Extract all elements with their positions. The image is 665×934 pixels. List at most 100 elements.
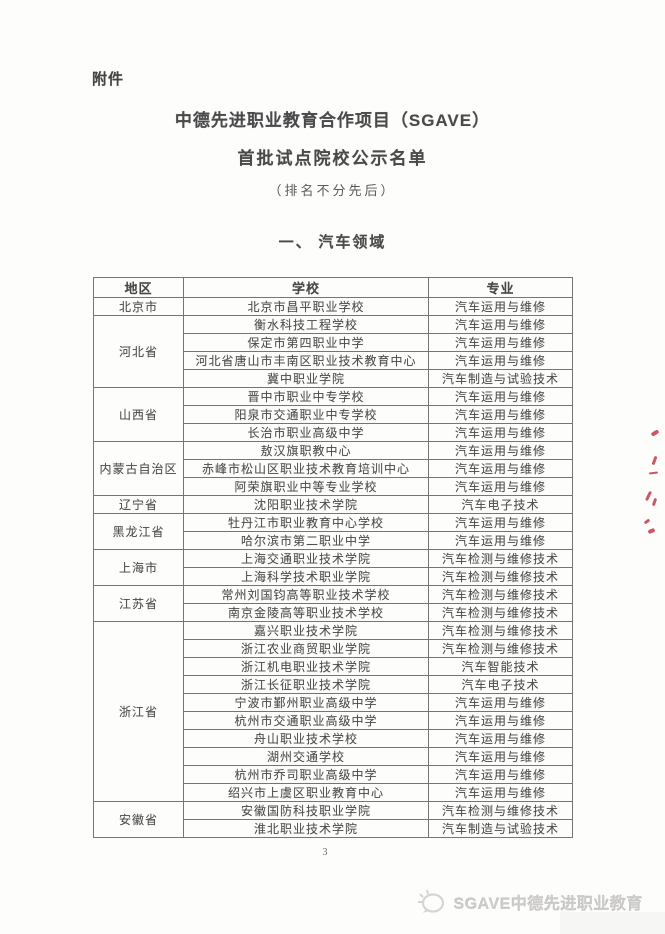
major-cell: 汽车制造与试验技术 (428, 819, 573, 838)
major-cell: 汽车运用与维修 (428, 441, 573, 460)
major-cell: 汽车运用与维修 (428, 729, 573, 748)
header-major: 专业 (428, 277, 573, 298)
table-row: 杭州市乔司职业高级中学 汽车运用与维修 (94, 765, 573, 784)
school-cell: 舟山职业技术学校 (183, 729, 429, 748)
school-table: 地区 学校 专业 北京市 北京市昌平职业学校 汽车运用与维修 河北省 衡水科技工程学校汽… (93, 277, 573, 838)
section-heading-automotive: 一、 汽车领域 (278, 235, 387, 251)
major-cell: 汽车运用与维修 (428, 513, 573, 532)
major-cell: 汽车运用与维修 (428, 459, 573, 478)
table-row: 安徽省 安徽国防科技职业学院 汽车检测与维修技术 (93, 801, 573, 838)
table-row: 辽宁省 沈阳职业技术学院 汽车电子技术 (93, 495, 573, 514)
school-cell: 南京金陵高等职业技术学校 (183, 603, 429, 622)
major-cell: 汽车运用与维修 (428, 315, 573, 334)
table-row: 长治市职业高级中学 汽车运用与维修 (94, 423, 573, 442)
table-row: 湖州交通学校 汽车运用与维修 (94, 747, 573, 766)
school-cell: 浙江长征职业技术学院 (183, 675, 429, 694)
school-cell: 湖州交通学校 (183, 747, 429, 766)
table-row: 浙江机电职业技术学院 汽车智能技术 (94, 657, 573, 676)
school-cell: 嘉兴职业技术学院 (183, 621, 429, 640)
major-cell: 汽车检测与维修技术 (428, 639, 573, 658)
major-cell: 汽车检测与维修技术 (428, 567, 573, 586)
school-cell: 赤峰市松山区职业技术教育培训中心 (183, 459, 429, 478)
school-cell: 北京市昌平职业学校 (183, 297, 429, 316)
major-cell: 汽车运用与维修 (428, 531, 573, 550)
table-row: 冀中职业学院 汽车制造与试验技术 (94, 369, 573, 388)
major-cell: 汽车检测与维修技术 (428, 603, 573, 622)
major-cell: 汽车运用与维修 (428, 477, 573, 496)
footer-brand-text: SGAVE中德先进职业教育 (453, 896, 643, 913)
school-cell: 上海交通职业技术学院 (183, 549, 429, 568)
document-title-line1: 中德先进职业教育合作项目（SGAVE） (174, 111, 491, 130)
page-number: 3 (322, 847, 328, 858)
school-cell: 常州刘国钧高等职业技术学校 (183, 585, 429, 604)
major-cell: 汽车运用与维修 (428, 297, 573, 316)
table-row: 江苏省 常州刘国钧高等职业技术学校 汽车检测与维修技术 (93, 585, 573, 622)
major-cell: 汽车检测与维修技术 (428, 549, 573, 568)
school-cell: 杭州市乔司职业高级中学 (183, 765, 429, 784)
school-cell: 牡丹江市职业教育中心学校 (183, 513, 429, 532)
school-cell: 衡水科技工程学校 (183, 315, 429, 334)
region-cell: 河北省 (93, 315, 184, 388)
region-cell: 黑龙江省 (93, 513, 184, 550)
school-cell: 上海科学技术职业学院 (183, 567, 429, 586)
table-row: 浙江省 嘉兴职业技术学院 汽车检测与维修技术 (93, 621, 573, 802)
region-cell: 北京市 (93, 297, 184, 316)
document-title-line2: 首批试点院校公示名单 (237, 149, 428, 168)
region-cell: 江苏省 (93, 585, 184, 622)
school-cell: 哈尔滨市第二职业中学 (183, 531, 429, 550)
table-header-row: 地区 学校 专业 (93, 277, 573, 298)
table-row: 绍兴市上虞区职业教育中心 汽车运用与维修 (94, 783, 573, 802)
school-cell: 长治市职业高级中学 (183, 423, 429, 442)
school-cell: 晋中市职业中专学校 (183, 387, 429, 406)
wechat-brand-icon (417, 889, 444, 913)
school-cell: 浙江机电职业技术学院 (183, 657, 429, 676)
major-cell: 汽车电子技术 (428, 495, 573, 514)
major-cell: 汽车检测与维修技术 (428, 801, 573, 820)
school-cell: 杭州市交通职业高级中学 (183, 711, 429, 730)
school-cell: 敖汉旗职教中心 (183, 441, 429, 460)
school-cell: 河北省唐山市丰南区职业技术教育中心 (183, 351, 429, 370)
table-row: 北京市 北京市昌平职业学校 汽车运用与维修 (93, 297, 573, 316)
region-cell: 山西省 (93, 387, 184, 442)
major-cell: 汽车运用与维修 (428, 747, 573, 766)
major-cell: 汽车检测与维修技术 (428, 585, 573, 604)
major-cell: 汽车制造与试验技术 (428, 369, 573, 388)
major-cell: 汽车智能技术 (428, 657, 573, 676)
table-row: 南京金陵高等职业技术学校 汽车检测与维修技术 (94, 603, 573, 622)
major-cell: 汽车运用与维修 (428, 351, 573, 370)
table-row: 上海市 上海交通职业技术学院 汽车检测与维修技术 (93, 549, 573, 586)
table-row: 山西省 晋中市职业中专学校 汽车运用与维修 (93, 387, 573, 442)
table-row: 内蒙古自治区 敖汉旗职教中心 汽车运用与维修 (93, 441, 573, 496)
major-cell: 汽车运用与维修 (428, 405, 573, 424)
school-cell: 淮北职业技术学院 (183, 819, 429, 838)
table-row: 浙江农业商贸职业学院 汽车检测与维修技术 (94, 639, 573, 658)
table-row: 黑龙江省 牡丹江市职业教育中心学校 汽车运用与维修 (93, 513, 573, 550)
scan-shadow-artifact (560, 912, 665, 934)
school-cell: 浙江农业商贸职业学院 (183, 639, 429, 658)
header-region: 地区 (93, 277, 184, 298)
table-row: 淮北职业技术学院 汽车制造与试验技术 (94, 819, 573, 838)
red-ink-marks (638, 425, 665, 545)
major-cell: 汽车运用与维修 (428, 711, 573, 730)
table-row: 上海科学技术职业学院 汽车检测与维修技术 (94, 567, 573, 586)
table-row: 浙江长征职业技术学院 汽车电子技术 (94, 675, 573, 694)
school-cell: 绍兴市上虞区职业教育中心 (183, 783, 429, 802)
school-cell: 冀中职业学院 (183, 369, 429, 388)
major-cell: 汽车运用与维修 (428, 693, 573, 712)
school-cell: 沈阳职业技术学院 (183, 495, 429, 514)
table-row: 哈尔滨市第二职业中学 汽车运用与维修 (94, 531, 573, 550)
region-cell: 浙江省 (93, 621, 184, 802)
major-cell: 汽车运用与维修 (428, 783, 573, 802)
major-cell: 汽车运用与维修 (428, 765, 573, 784)
table-row: 阿荣旗职业中等专业学校 汽车运用与维修 (94, 477, 573, 496)
header-school: 学校 (183, 277, 429, 298)
major-cell: 汽车电子技术 (428, 675, 573, 694)
major-cell: 汽车检测与维修技术 (428, 621, 573, 640)
major-cell: 汽车运用与维修 (428, 333, 573, 352)
school-cell: 保定市第四职业中学 (183, 333, 429, 352)
region-cell: 安徽省 (93, 801, 184, 838)
school-cell: 宁波市鄞州职业高级中学 (183, 693, 429, 712)
table-row: 河北省 衡水科技工程学校 汽车运用与维修 (93, 315, 573, 388)
school-cell: 阳泉市交通职业中专学校 (183, 405, 429, 424)
